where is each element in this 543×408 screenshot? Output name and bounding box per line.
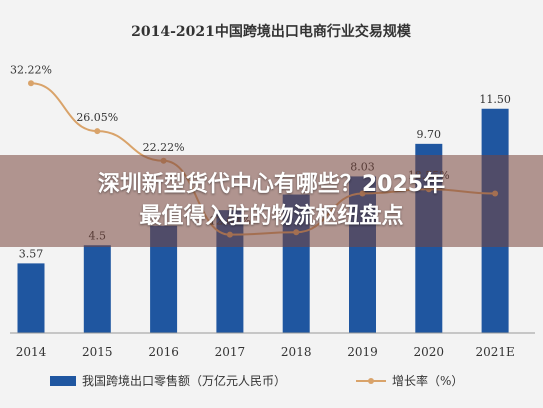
bar-2015 xyxy=(83,245,111,333)
bar-2014 xyxy=(17,263,45,333)
article-title-banner: 深圳新型货代中心有哪些？2025年 最值得入驻的物流枢纽盘点 xyxy=(0,155,543,247)
banner-line-1: 深圳新型货代中心有哪些？2025年 xyxy=(97,172,446,197)
growth-value-label: 22.22% xyxy=(143,141,185,154)
x-ticks-layer: 2014 2015 2016 2017 2018 2019 2020 2021E xyxy=(16,345,515,359)
growth-point-2014 xyxy=(28,80,34,87)
banner-line-2: 最值得入驻的物流枢纽盘点 xyxy=(139,204,404,229)
x-tick-label: 2021E xyxy=(475,345,514,359)
legend: 我国跨境出口零售额（万亿元人民币） 增长率（%） xyxy=(50,373,463,388)
chart-title: 2014-2021中国跨境出口电商行业交易规模 xyxy=(131,23,412,40)
x-tick-label: 2020 xyxy=(414,345,445,359)
x-tick-label: 2014 xyxy=(16,345,47,359)
legend-bar-swatch xyxy=(50,376,76,386)
growth-value-label: 26.05% xyxy=(76,111,118,124)
bar-value-label: 11.50 xyxy=(479,93,511,106)
x-tick-label: 2015 xyxy=(82,345,113,359)
growth-point-2015 xyxy=(94,128,101,135)
x-tick-label: 2017 xyxy=(215,345,246,359)
x-tick-label: 2016 xyxy=(148,345,179,359)
bar-value-label: 3.57 xyxy=(19,247,44,260)
growth-value-label: 32.22% xyxy=(10,63,52,76)
x-tick-label: 2019 xyxy=(347,345,378,359)
legend-line-marker xyxy=(368,378,374,384)
legend-line-label: 增长率（%） xyxy=(392,373,463,388)
legend-bar-label: 我国跨境出口零售额（万亿元人民币） xyxy=(82,373,286,388)
x-tick-label: 2018 xyxy=(281,345,312,359)
bar-value-label: 9.70 xyxy=(417,128,442,141)
